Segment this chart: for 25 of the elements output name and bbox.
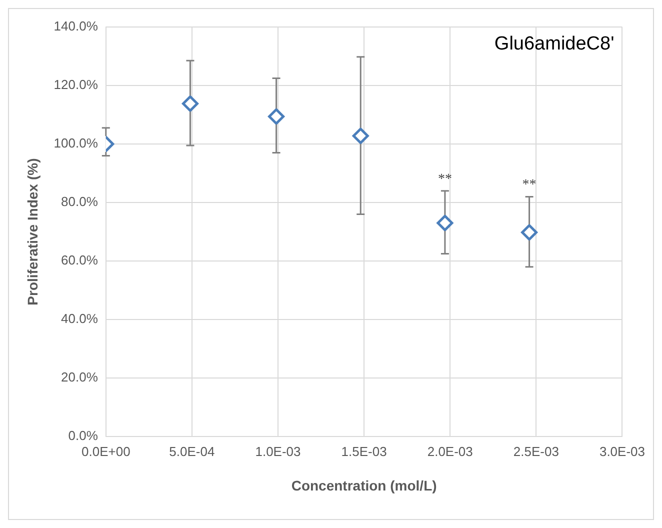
y-tick-label: 120.0% xyxy=(54,77,98,92)
point xyxy=(352,128,369,144)
x-tick-label: 0.0E+00 xyxy=(81,444,130,459)
point xyxy=(182,95,198,112)
x-tick-label: 5.0E-04 xyxy=(169,444,215,459)
x-tick-label: 2.0E-03 xyxy=(427,444,473,459)
point xyxy=(268,108,285,125)
y-tick-label: 100.0% xyxy=(54,136,98,151)
y-tick-label: 40.0% xyxy=(61,311,98,326)
annotation: ** xyxy=(438,172,452,187)
annotation: ** xyxy=(522,178,536,193)
point xyxy=(436,214,454,232)
x-tick-label: 1.0E-03 xyxy=(255,444,301,459)
y-tick-label: 20.0% xyxy=(61,370,98,385)
x-tick-label: 3.0E-03 xyxy=(599,444,646,459)
y-tick-label: 140.0% xyxy=(54,18,98,34)
x-tick-label: 2.5E-03 xyxy=(513,444,559,459)
x-axis-title: Concentration (mol/L) xyxy=(291,477,437,494)
y-tick-label: 60.0% xyxy=(61,252,98,268)
y-axis-title: Proliferative Index (%) xyxy=(24,158,40,306)
y-tick-label: 80.0% xyxy=(61,194,98,210)
chart-title: Glu6amideC8' xyxy=(494,34,614,55)
point xyxy=(521,224,538,241)
x-tick-label: 1.5E-03 xyxy=(341,444,387,459)
y-tick-label: 0.0% xyxy=(68,428,98,444)
